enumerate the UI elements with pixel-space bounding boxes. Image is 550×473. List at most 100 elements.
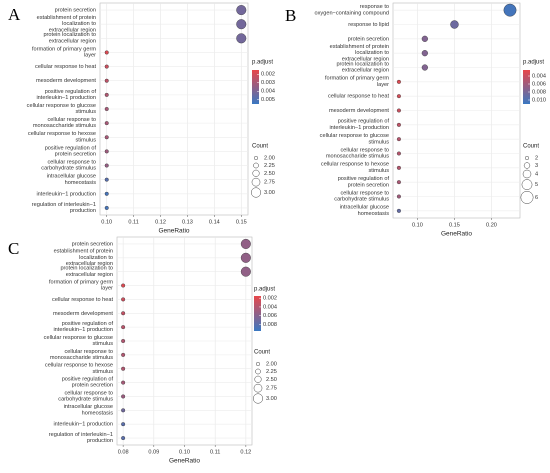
y-tick-label: cellular response to carbohydrate stimulu…: [58, 391, 113, 403]
dot: [421, 35, 428, 42]
size-key-label: 6: [535, 195, 538, 201]
y-tick-label: cellular response to glucose stimulus: [320, 134, 390, 146]
x-tick-label: 0.10: [412, 222, 423, 228]
dot: [240, 266, 251, 277]
color-legend-title: p.adjust: [523, 60, 544, 66]
size-key-label: 2.25: [264, 163, 275, 169]
size-key-label: 2.25: [266, 369, 277, 375]
y-tick-label: interleukin−1 production: [53, 422, 113, 428]
dot: [396, 151, 401, 156]
dot: [121, 366, 126, 371]
size-legend-title: Count: [254, 350, 270, 356]
dot: [121, 283, 126, 288]
dot: [104, 64, 109, 69]
y-tick-label: protein localization to extracellular reg…: [336, 62, 389, 74]
dot: [421, 50, 428, 57]
size-key-label: 2.00: [264, 155, 275, 161]
colorbar-tick-label: 0.008: [532, 89, 546, 95]
size-key: [520, 190, 534, 204]
y-tick-label: positive regulation of interleukin−1 prod…: [329, 119, 389, 131]
y-tick-label: formation of primary germ layer: [49, 280, 113, 292]
colorbar-tick-label: 0.004: [261, 89, 275, 95]
dot: [240, 238, 251, 249]
size-key: [253, 162, 259, 169]
x-axis-title: GeneRatio: [169, 458, 200, 465]
dot: [104, 163, 109, 168]
dot: [121, 422, 126, 427]
size-key-label: 2: [535, 155, 538, 161]
y-tick-label: positive regulation of interleukin−1 prod…: [36, 89, 96, 101]
dot: [396, 94, 401, 99]
size-key: [521, 179, 533, 190]
y-tick-label: cellular response to monosaccharide stimu…: [33, 118, 96, 130]
colorbar-tick-label: 0.006: [532, 81, 546, 87]
colorbar-tick-label: 0.008: [263, 322, 277, 328]
dot: [240, 252, 251, 263]
size-key-label: 2.75: [266, 386, 277, 392]
x-tick-label: 0.12: [155, 219, 166, 225]
size-key-label: 2.50: [264, 171, 275, 177]
x-tick-label: 0.20: [486, 222, 497, 228]
dot: [104, 205, 109, 210]
colorbar: [252, 70, 259, 104]
y-tick-label: cellular response to carbohydrate stimulu…: [334, 191, 389, 203]
y-tick-label: interleukin−1 production: [36, 191, 96, 197]
dot: [396, 208, 401, 213]
y-tick-label: establishment of protein localization to e…: [37, 15, 96, 33]
y-tick-label: regulation of interleukin−1 production: [49, 432, 113, 444]
size-key: [255, 368, 261, 375]
dot: [450, 20, 459, 29]
y-tick-label: protein secretion: [72, 241, 113, 247]
y-tick-label: intracellular glucose homeostasis: [64, 405, 114, 417]
dot: [236, 19, 247, 30]
colorbar-tick-label: 0.002: [263, 296, 277, 302]
y-tick-label: response to oxygen−containing compound: [315, 5, 389, 17]
size-key: [250, 187, 262, 198]
dot: [396, 165, 401, 170]
size-key-label: 2.00: [266, 361, 277, 367]
x-tick-label: 0.10: [179, 449, 190, 455]
y-tick-label: cellular response to hexose stimulus: [45, 363, 113, 375]
size-key: [252, 393, 264, 404]
size-key: [254, 375, 262, 383]
colorbar-tick-label: 0.004: [532, 73, 546, 79]
panel-label: B: [285, 6, 296, 25]
size-key: [251, 177, 261, 187]
size-key: [253, 383, 263, 393]
size-legend-title: Count: [523, 144, 539, 150]
colorbar: [254, 296, 261, 331]
panel-label: C: [8, 239, 19, 258]
y-tick-label: mesoderm development: [53, 311, 113, 317]
size-key: [523, 162, 531, 169]
dot: [121, 339, 126, 344]
dot: [104, 177, 109, 182]
size-key-label: 3.00: [266, 396, 277, 402]
x-tick-label: 0.15: [236, 219, 247, 225]
y-tick-label: cellular response to glucose stimulus: [27, 103, 97, 115]
colorbar-tick-label: 0.004: [263, 304, 277, 310]
y-tick-label: mesoderm development: [36, 78, 96, 84]
dot: [396, 122, 401, 127]
x-tick-label: 0.11: [128, 219, 138, 225]
y-tick-label: cellular response to heat: [52, 297, 113, 303]
dot: [104, 191, 109, 196]
x-tick-label: 0.15: [449, 222, 460, 228]
dot: [121, 297, 126, 302]
color-legend-title: p.adjust: [252, 60, 273, 66]
dot: [121, 311, 126, 316]
y-tick-label: positive regulation of protein secretion: [45, 146, 97, 158]
y-tick-label: protein localization to extracellular reg…: [60, 266, 113, 278]
dot: [121, 408, 126, 413]
x-axis-title: GeneRatio: [441, 231, 472, 238]
dot: [104, 92, 109, 97]
y-tick-label: protein secretion: [55, 8, 96, 14]
y-tick-label: cellular response to glucose stimulus: [44, 335, 114, 347]
y-tick-label: positive regulation of protein secretion: [338, 177, 390, 189]
y-tick-label: cellular response to hexose stimulus: [321, 162, 389, 174]
size-key: [253, 155, 259, 161]
dot: [421, 64, 428, 71]
y-tick-label: establishment of protein localization to e…: [54, 249, 113, 267]
panel-label: A: [8, 5, 21, 24]
x-tick-label: 0.08: [118, 449, 129, 455]
size-key-label: 3.00: [264, 190, 275, 196]
